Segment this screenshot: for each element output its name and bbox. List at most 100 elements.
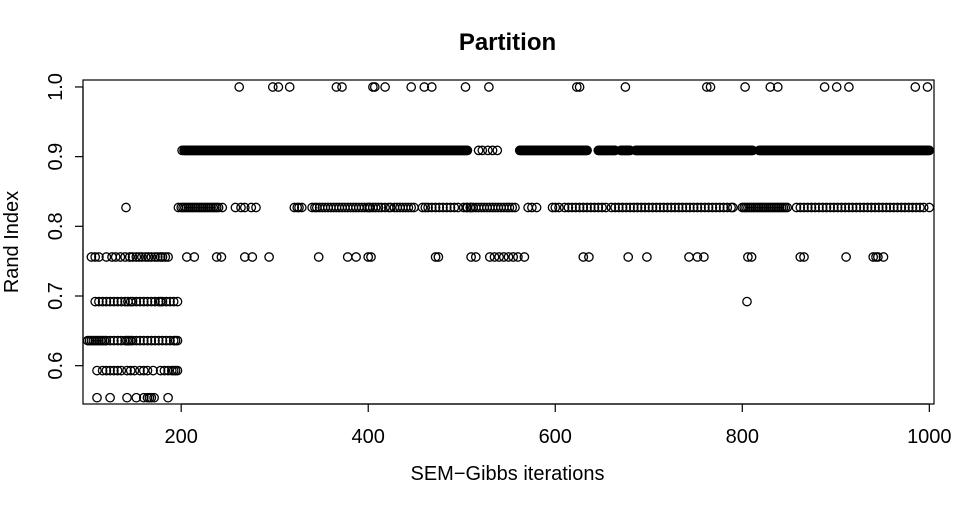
data-point	[692, 252, 703, 262]
x-tick-label: 800	[726, 426, 759, 448]
data-point	[94, 296, 104, 307]
data-point	[284, 82, 295, 92]
data-point	[449, 202, 460, 213]
data-point	[105, 365, 115, 376]
data-point	[714, 202, 725, 213]
data-point	[507, 202, 518, 213]
data-point	[847, 202, 858, 213]
data-point	[606, 202, 617, 213]
data-point	[131, 392, 142, 403]
data-point	[554, 202, 564, 213]
data-point	[138, 335, 149, 346]
data-point	[146, 392, 157, 403]
data-point	[494, 252, 504, 262]
data-point	[163, 252, 173, 262]
data-point	[101, 252, 112, 262]
data-point	[134, 252, 144, 262]
data-point	[155, 365, 166, 376]
data-point	[116, 365, 127, 376]
data-point	[498, 252, 509, 262]
data-point	[112, 296, 123, 307]
data-point	[189, 252, 200, 262]
data-point	[105, 335, 115, 346]
data-point	[492, 145, 503, 156]
data-point	[211, 252, 222, 262]
data-point	[364, 202, 375, 213]
data-point	[651, 202, 662, 213]
data-point	[403, 202, 414, 213]
data-point	[559, 202, 570, 213]
data-point	[140, 252, 151, 262]
data-point	[711, 202, 721, 213]
data-point	[92, 365, 102, 376]
data-point	[844, 202, 854, 213]
data-point	[862, 202, 873, 213]
data-point	[703, 202, 714, 213]
data-point	[462, 145, 473, 156]
y-tick-label: 0.6	[45, 352, 67, 380]
data-point	[313, 252, 324, 262]
data-point	[470, 252, 481, 262]
data-point	[420, 202, 431, 213]
data-point	[331, 82, 342, 92]
data-point	[922, 82, 933, 92]
data-point	[124, 252, 135, 262]
data-point	[157, 252, 168, 262]
data-point	[600, 202, 611, 213]
data-point	[878, 252, 889, 262]
data-point	[900, 202, 910, 213]
data-point	[866, 202, 877, 213]
data-point	[131, 335, 142, 346]
data-point	[307, 202, 317, 213]
data-point	[135, 365, 145, 376]
data-point	[613, 202, 624, 213]
data-point	[642, 252, 652, 262]
data-point	[877, 202, 888, 213]
data-point	[632, 202, 643, 213]
data-point	[369, 82, 380, 92]
data-point	[112, 365, 123, 376]
data-point	[677, 202, 688, 213]
data-point	[426, 82, 437, 92]
data-point	[423, 202, 433, 213]
data-point	[508, 252, 519, 262]
data-point	[740, 82, 750, 92]
data-point	[513, 252, 523, 262]
data-point	[267, 82, 278, 92]
data-point	[547, 202, 558, 213]
data-point	[165, 335, 175, 346]
data-point	[116, 296, 127, 307]
data-point	[109, 365, 119, 376]
data-point	[885, 202, 895, 213]
data-point	[765, 82, 776, 92]
data-point	[370, 202, 381, 213]
data-point	[150, 335, 160, 346]
data-point	[138, 392, 149, 403]
data-point	[101, 296, 112, 307]
y-tick-label: 1.0	[45, 73, 67, 101]
data-point	[620, 82, 631, 92]
data-point	[743, 252, 753, 262]
data-point	[806, 202, 817, 213]
data-point	[662, 202, 673, 213]
data-point	[504, 202, 515, 213]
data-point	[217, 202, 228, 213]
plot-frame	[82, 79, 935, 405]
data-point	[110, 252, 121, 262]
data-point	[172, 296, 183, 307]
data-point	[142, 296, 153, 307]
data-point	[434, 202, 445, 213]
data-point	[142, 365, 153, 376]
data-point	[445, 202, 456, 213]
data-point	[570, 202, 581, 213]
data-point	[163, 365, 173, 376]
data-point	[519, 252, 530, 262]
data-point	[417, 202, 428, 213]
data-point	[165, 296, 175, 307]
data-point	[129, 365, 140, 376]
data-point	[121, 202, 131, 213]
y-tick-label: 0.9	[45, 143, 67, 171]
data-point	[924, 145, 935, 156]
data-point	[907, 202, 918, 213]
